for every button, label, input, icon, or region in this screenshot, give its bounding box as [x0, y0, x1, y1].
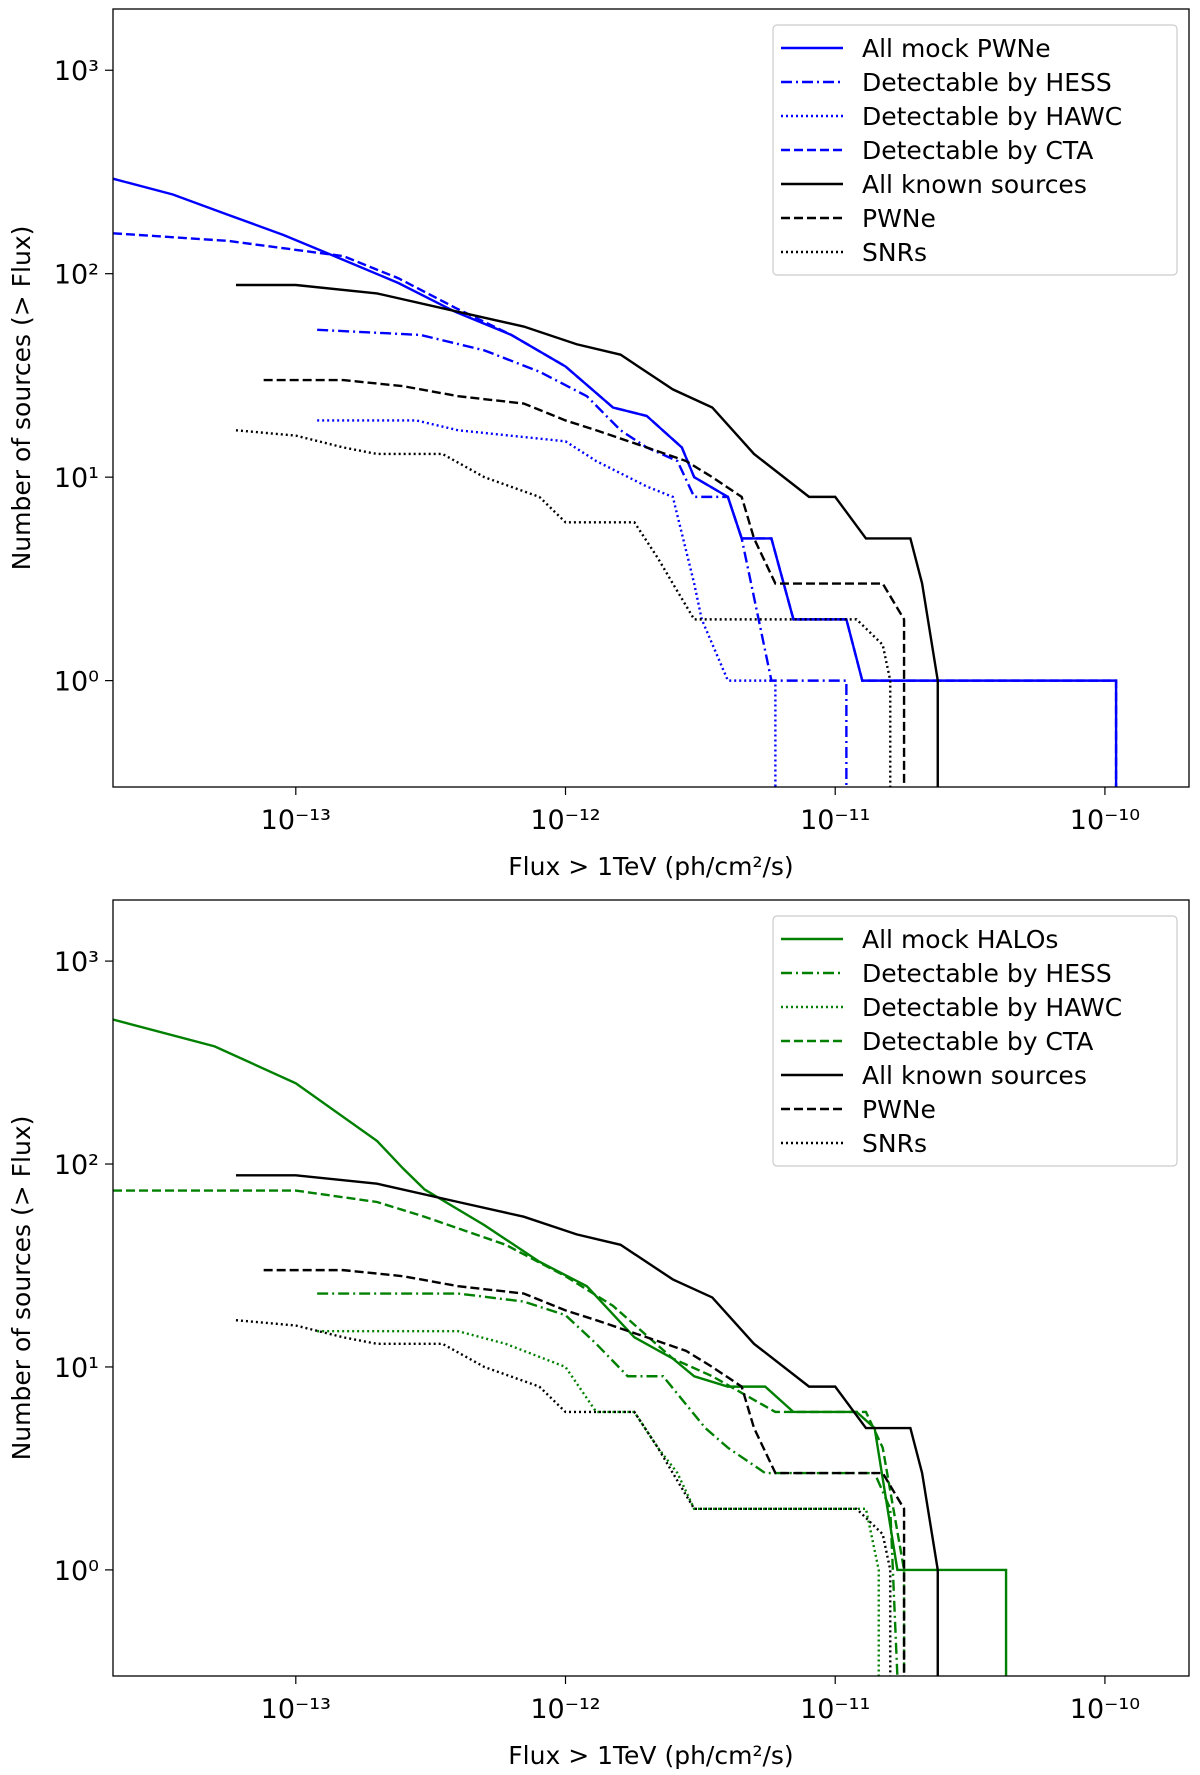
y-axis-label: Number of sources (> Flux) [7, 226, 36, 571]
legend-label: Detectable by HESS [862, 959, 1112, 988]
y-axis-label: Number of sources (> Flux) [7, 1116, 36, 1461]
x-tick-label: 10⁻¹² [530, 1694, 600, 1725]
y-tick-label: 10⁰ [54, 1556, 99, 1587]
y-tick-label: 10³ [54, 56, 99, 87]
series-line [235, 429, 892, 787]
series-line [317, 419, 777, 787]
y-tick-label: 10¹ [54, 1353, 99, 1384]
plot-frame [112, 8, 1190, 788]
plot-lines [113, 177, 1118, 787]
series-line [113, 1189, 906, 1676]
series-line [317, 328, 848, 787]
series-line [235, 1318, 892, 1676]
legend: All mock PWNe Detectable by HESS Detectabl… [772, 24, 1178, 276]
y-tick-label: 10² [54, 260, 99, 291]
legend-label: All mock PWNe [862, 34, 1051, 63]
chart-panel: 10⁻¹³ 10⁻¹² 10⁻¹¹ 10⁻¹⁰ 10⁰ 10¹ 10² 10³ Flux > 1… [7, 899, 1190, 1770]
plot-frame [112, 899, 1190, 1677]
legend-label: All known sources [862, 1061, 1087, 1090]
x-tick-label: 10⁻¹³ [261, 1694, 331, 1725]
legend-label: SNRs [862, 1129, 927, 1158]
legend-label: All known sources [862, 170, 1087, 199]
x-axis-label: Flux > 1TeV (ph/cm²/s) [508, 1741, 793, 1770]
legend-label: Detectable by CTA [862, 136, 1093, 165]
legend-label: Detectable by HAWC [862, 993, 1122, 1022]
series-line [263, 378, 906, 787]
series-line [235, 283, 939, 787]
legend-label: Detectable by CTA [862, 1027, 1093, 1056]
y-tick-label: 10¹ [54, 463, 99, 494]
y-tick-label: 10² [54, 1150, 99, 1181]
y-tick-label: 10³ [54, 947, 99, 978]
legend-label: Detectable by HESS [862, 68, 1112, 97]
legend-box [772, 24, 1178, 276]
legend-box [772, 915, 1178, 1167]
legend-label: PWNe [862, 204, 936, 233]
series-line [113, 232, 1118, 787]
series-line [317, 1330, 880, 1676]
legend-label: SNRs [862, 238, 927, 267]
x-tick-label: 10⁻¹⁰ [1070, 1694, 1140, 1725]
y-tick-label: 10⁰ [54, 667, 99, 698]
legend-label: All mock HALOs [862, 925, 1058, 954]
x-tick-label: 10⁻¹³ [261, 805, 331, 836]
legend: All mock HALOs Detectable by HESS Detectab… [772, 915, 1178, 1167]
x-tick-label: 10⁻¹⁰ [1070, 805, 1140, 836]
chart-panel: 10⁻¹³ 10⁻¹² 10⁻¹¹ 10⁻¹⁰ 10⁰ 10¹ 10² 10³ Flux > 1… [7, 8, 1190, 881]
plot-lines [113, 1018, 1008, 1676]
legend-label: Detectable by HAWC [862, 102, 1122, 131]
x-axis-label: Flux > 1TeV (ph/cm²/s) [508, 852, 793, 881]
legend-label: PWNe [862, 1095, 936, 1124]
series-line [235, 1174, 939, 1676]
x-tick-label: 10⁻¹¹ [800, 805, 870, 836]
x-tick-label: 10⁻¹¹ [800, 1694, 870, 1725]
series-line [317, 1292, 899, 1676]
x-tick-label: 10⁻¹² [530, 805, 600, 836]
